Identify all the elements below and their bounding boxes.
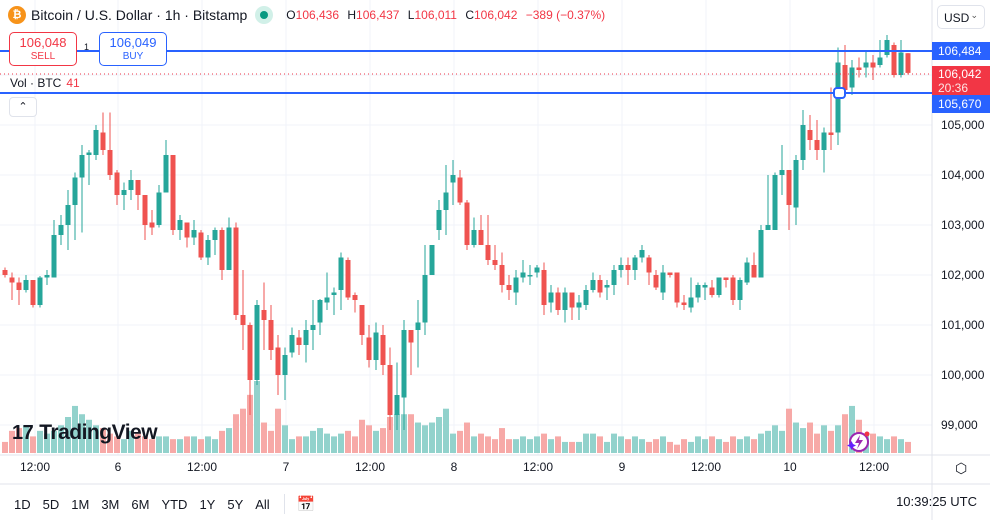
price-change: −389 (−0.37%) <box>525 8 606 22</box>
ohlc-values: O106,436 H106,437 L106,011 C106,042 −389… <box>286 8 606 22</box>
spread-value: 1 <box>84 42 90 52</box>
settings-icon[interactable]: ⬡ <box>955 460 968 476</box>
volume-legend[interactable]: Vol · BTC 41 <box>10 76 80 90</box>
timeframe-all[interactable]: All <box>255 496 270 512</box>
divider <box>283 494 285 514</box>
time-tick: 12:00 <box>858 460 890 474</box>
price-tick: 104,000 <box>941 168 985 182</box>
time-tick: 8 <box>450 460 458 474</box>
price-tick: 105,000 <box>941 118 985 132</box>
price-tick: 99,000 <box>941 418 978 432</box>
lower-line-price-tag[interactable]: 105,670 <box>932 95 990 113</box>
price-tick: 101,000 <box>941 318 985 332</box>
timeframe-1d[interactable]: 1D <box>14 496 31 512</box>
time-tick: 12:00 <box>690 460 722 474</box>
bar-countdown: 20:36 <box>938 81 969 95</box>
tradingview-mark-icon: 17 <box>12 421 34 444</box>
last-price-tag: 106,042 20:36 <box>932 66 990 96</box>
timeframe-ytd[interactable]: YTD <box>161 496 188 512</box>
utc-clock[interactable]: 10:39:25 UTC <box>896 494 977 509</box>
time-tick: 12:00 <box>522 460 554 474</box>
buy-button[interactable]: 106,049 BUY <box>99 32 167 66</box>
price-tick: 100,000 <box>941 368 985 382</box>
tradingview-logo[interactable]: 17 TradingView <box>12 421 158 444</box>
time-tick: 12:00 <box>354 460 386 474</box>
timeframe-6m[interactable]: 6M <box>131 496 150 512</box>
market-open-dot-icon[interactable] <box>255 6 274 24</box>
time-tick: 7 <box>282 460 290 474</box>
time-tick: 6 <box>114 460 122 474</box>
collapse-legend-button[interactable]: ⌃ <box>9 97 37 117</box>
price-tick: 103,000 <box>941 218 985 232</box>
timeframe-1y[interactable]: 1Y <box>199 496 216 512</box>
upper-line-price-tag[interactable]: 106,484 <box>932 42 990 60</box>
timeframe-5d[interactable]: 5D <box>42 496 60 512</box>
timeframe-bar: 1D 5D 1M 3M 6M YTD 1Y 5Y All 📅 <box>14 494 327 514</box>
symbol-legend: ₿ Bitcoin / U.S. Dollar · 1h · Bitstamp … <box>8 6 605 24</box>
timeframe-3m[interactable]: 3M <box>101 496 120 512</box>
time-tick: 10 <box>783 460 797 474</box>
timeframe-1m[interactable]: 1M <box>71 496 90 512</box>
price-tick: 102,000 <box>941 268 985 282</box>
sell-button[interactable]: 106,048 SELL <box>9 32 77 66</box>
time-tick: 12:00 <box>19 460 51 474</box>
lightning-assistant-icon[interactable] <box>846 430 870 454</box>
time-tick: 9 <box>618 460 626 474</box>
bitcoin-icon: ₿ <box>8 6 26 24</box>
chevron-up-icon: ⌃ <box>18 101 28 113</box>
currency-select[interactable]: USD ⌄ <box>937 5 985 29</box>
time-tick: 12:00 <box>186 460 218 474</box>
symbol-title[interactable]: Bitcoin / U.S. Dollar · 1h · Bitstamp <box>31 7 248 23</box>
chevron-down-icon: ⌄ <box>970 10 978 20</box>
timeframe-5y[interactable]: 5Y <box>227 496 244 512</box>
calendar-goto-icon[interactable]: 📅 <box>296 496 316 513</box>
